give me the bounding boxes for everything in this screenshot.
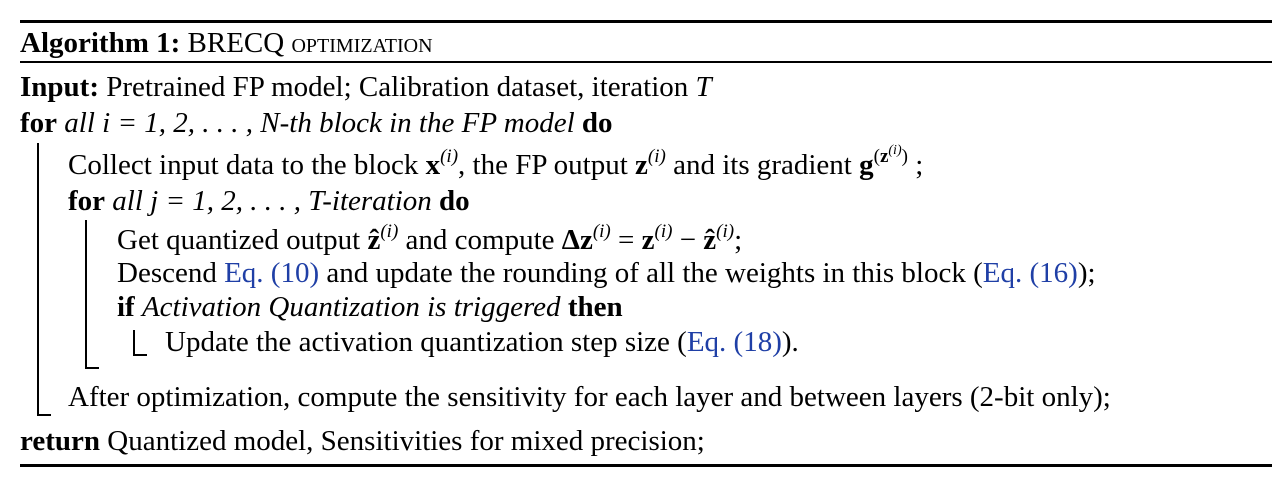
update-text: Update the activation quantization step … (165, 326, 670, 358)
outer-block-bar (37, 143, 39, 415)
input-line: Input: Pretrained FP model; Calibration … (20, 70, 712, 104)
bottom-rule (20, 464, 1272, 467)
get-delta: Δz (561, 224, 593, 256)
caption-title: BRECQ optimization (187, 27, 433, 59)
after-text: After optimization, compute the sensitiv… (68, 381, 1111, 413)
for-inner-condition: all j = 1, 2, . . . , T-iteration (112, 185, 432, 217)
update-line: Update the activation quantization step … (165, 326, 799, 358)
collect-z-sup: (i) (647, 146, 666, 167)
get-zhat: ẑ (367, 224, 381, 256)
collect-x-sup: (i) (440, 146, 459, 167)
caption-label: Algorithm 1: (20, 27, 181, 59)
return-keyword: return (20, 425, 101, 457)
caption-rule (20, 61, 1272, 63)
top-rule (20, 20, 1272, 23)
descend-line: Descend Eq. (10) and update the rounding… (117, 257, 1096, 289)
descend-text1: Descend (117, 257, 217, 289)
inner-block-bar (85, 220, 87, 368)
return-text: Quantized model, Sensitivities for mixed… (107, 425, 705, 457)
collect-g: g (859, 149, 874, 181)
if-block-tick (133, 354, 147, 356)
eq-16-link[interactable]: Eq. (16) (982, 257, 1078, 289)
if-condition: Activation Quantization is triggered (141, 291, 561, 323)
collect-g-sup: (z(i)) (873, 143, 908, 167)
for-inner-line: for all j = 1, 2, . . . , T-iteration do (68, 184, 470, 218)
eq-10-link[interactable]: Eq. (10) (224, 257, 320, 289)
collect-z: z (635, 149, 648, 181)
input-text: Pretrained FP model; Calibration dataset… (106, 71, 689, 103)
collect-end: ; (915, 149, 924, 181)
descend-text2: and update the rounding of all the weigh… (326, 257, 966, 289)
eq-18-link[interactable]: Eq. (18) (686, 326, 782, 358)
for-outer-do: do (581, 107, 613, 139)
after-line: After optimization, compute the sensitiv… (68, 380, 1111, 414)
collect-text3: and its gradient (673, 149, 852, 181)
get-text2: and compute (405, 224, 555, 256)
algorithm-caption: Algorithm 1: BRECQ optimization (20, 26, 433, 60)
collect-text2: , the FP output (458, 149, 628, 181)
for-outer-keyword: for (20, 107, 58, 139)
collect-line: Collect input data to the block x(i), th… (68, 143, 924, 182)
input-var: T (695, 71, 712, 103)
if-then: then (567, 291, 623, 323)
return-line: return Quantized model, Sensitivities fo… (20, 424, 705, 458)
for-inner-keyword: for (68, 185, 106, 217)
collect-x: x (425, 149, 441, 181)
get-line: Get quantized output ẑ(i) and compute Δz… (117, 221, 743, 256)
collect-text1: Collect input data to the block (68, 149, 419, 181)
for-outer-condition: all i = 1, 2, . . . , N-th block in the … (64, 107, 575, 139)
for-outer-line: for all i = 1, 2, . . . , N-th block in … (20, 106, 613, 140)
input-keyword: Input: (20, 71, 99, 103)
if-keyword: if (117, 291, 135, 323)
get-text1: Get quantized output (117, 224, 361, 256)
inner-block-tick (85, 367, 99, 369)
if-line: if Activation Quantization is triggered … (117, 290, 623, 324)
for-inner-do: do (439, 185, 470, 217)
outer-block-tick (37, 414, 51, 416)
if-block-bar (133, 330, 135, 355)
